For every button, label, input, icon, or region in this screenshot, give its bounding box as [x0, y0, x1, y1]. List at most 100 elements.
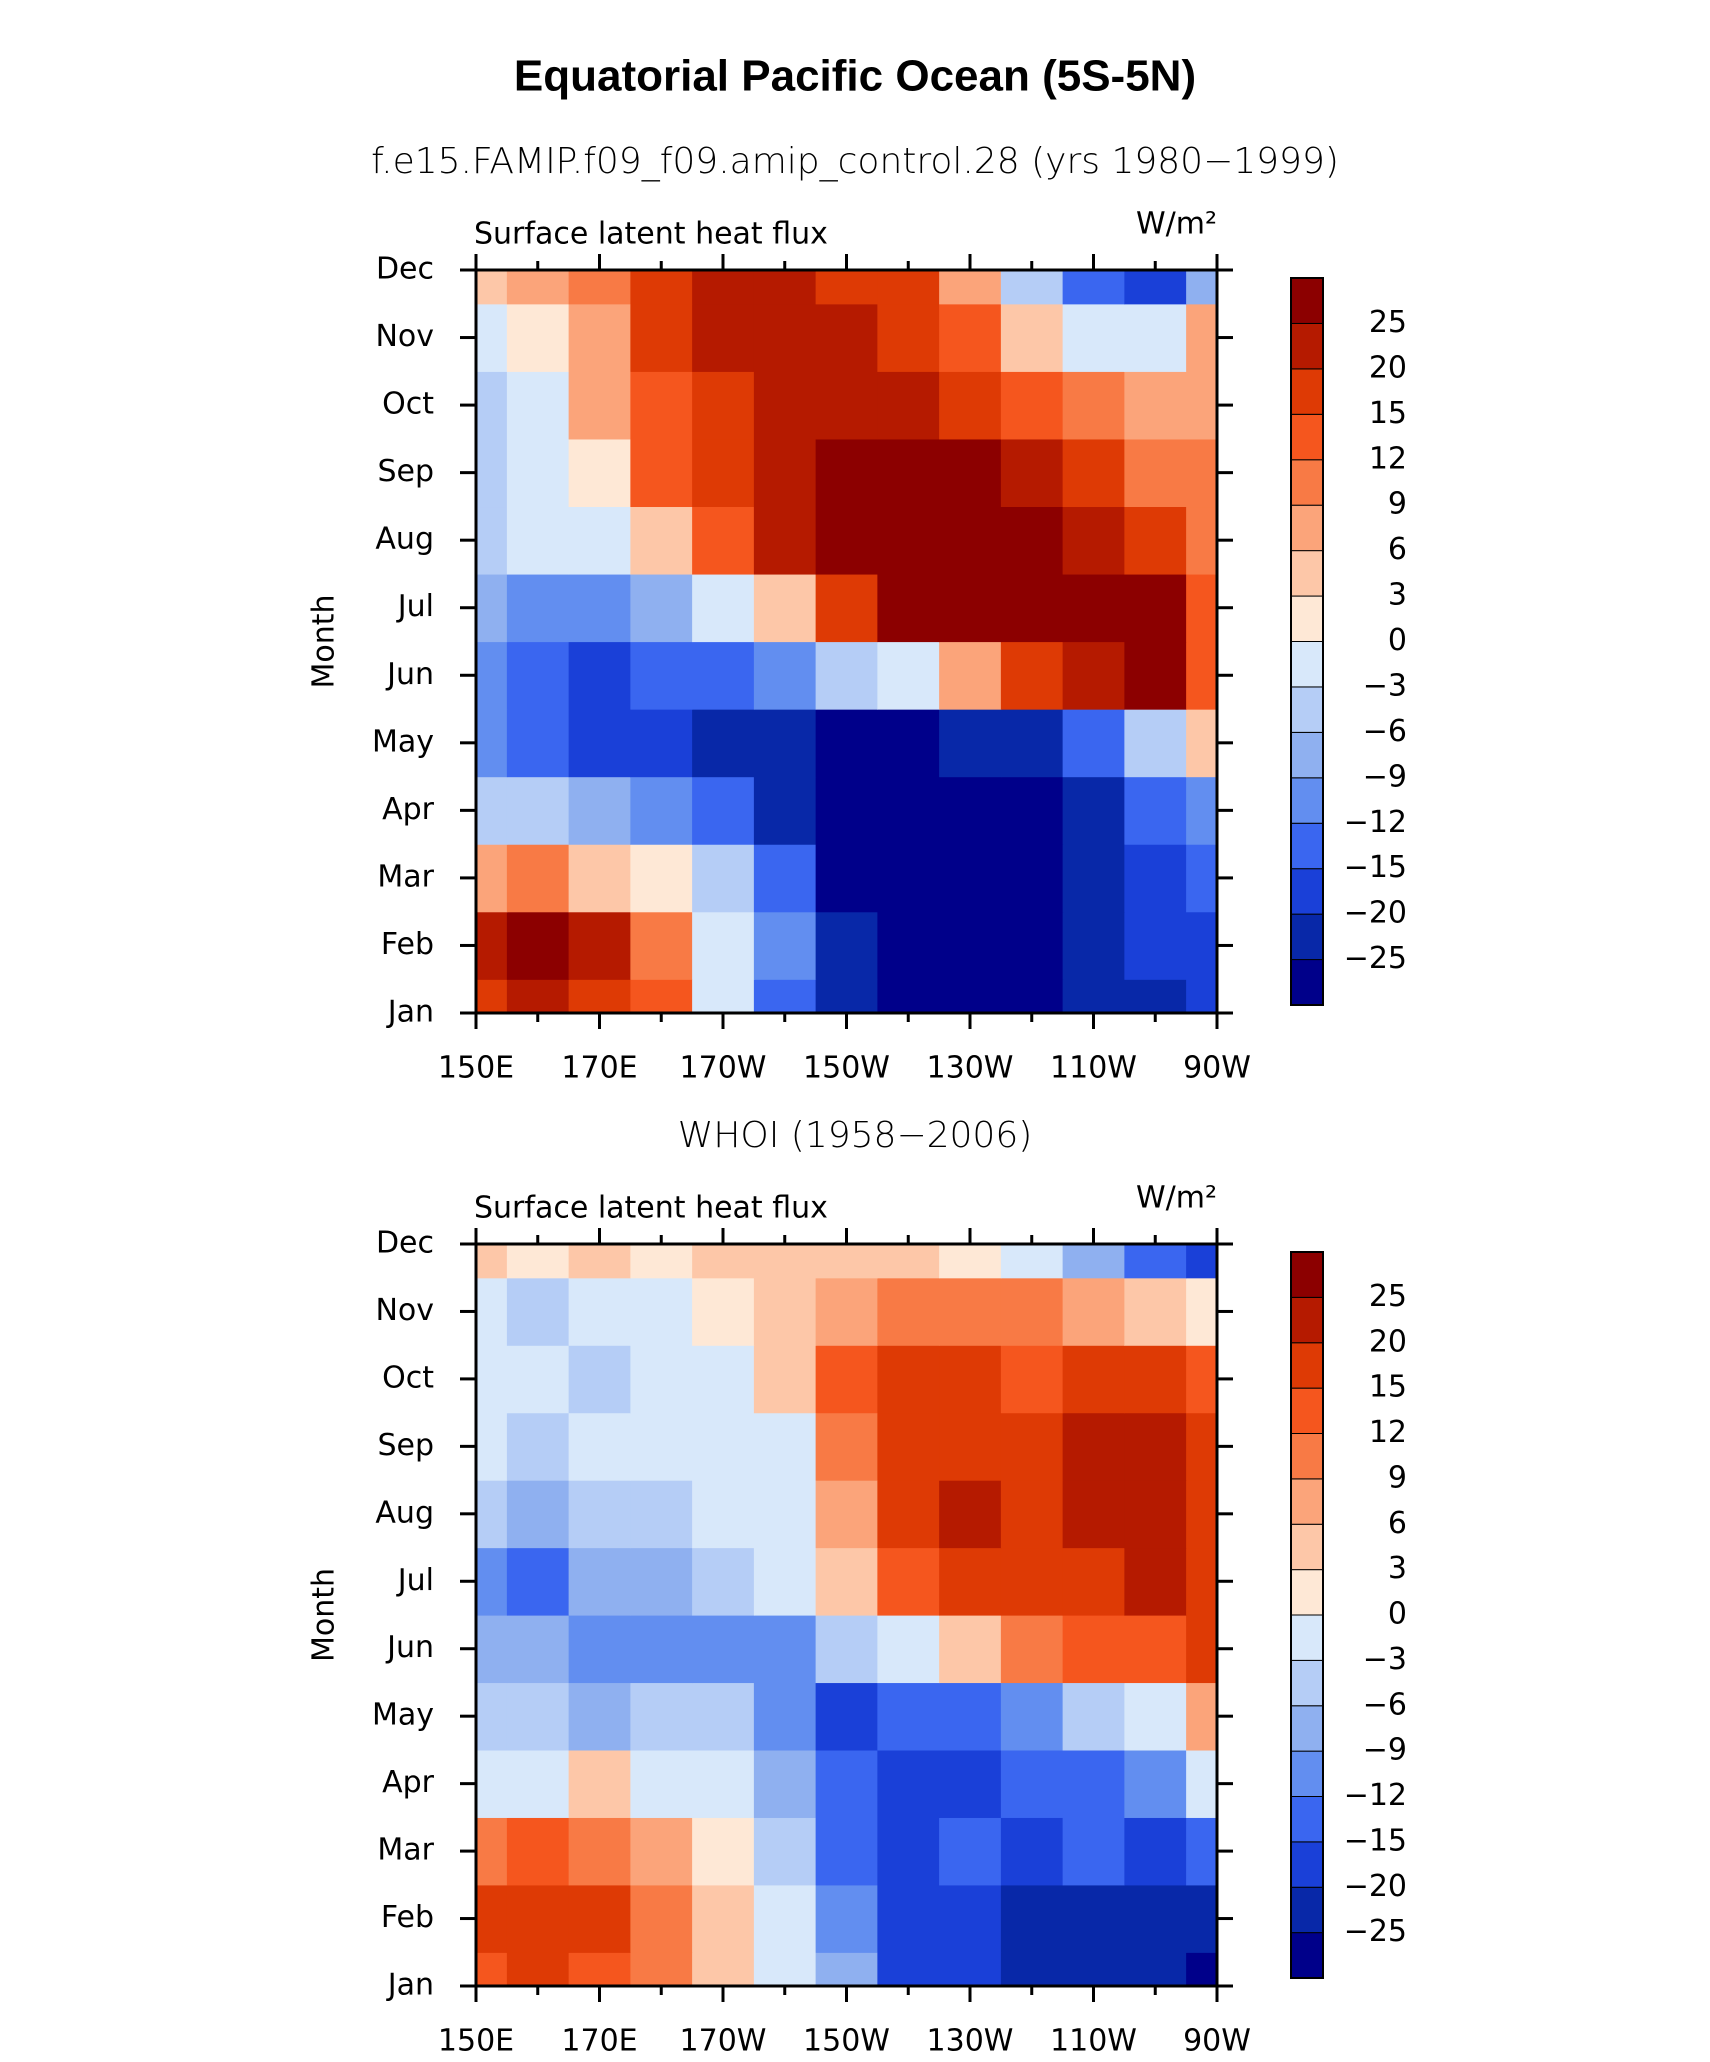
x-tick-label: 110W: [1050, 2024, 1137, 2059]
cell: [1000, 371, 1064, 440]
cell: [506, 1884, 570, 1953]
cell: [753, 1345, 817, 1414]
cell: [877, 270, 940, 305]
cell: [1186, 1615, 1218, 1684]
cell: [753, 1952, 817, 1987]
colorbar-label: 20: [1369, 1324, 1407, 1359]
cell: [1062, 1749, 1125, 1818]
x-tick-label: 170W: [680, 1051, 767, 1086]
cell: [1124, 1345, 1187, 1414]
cell: [506, 303, 570, 372]
cell: [1186, 1749, 1218, 1818]
cell: [815, 1480, 878, 1549]
colorbar-label: −12: [1344, 805, 1407, 840]
cell: [1000, 844, 1064, 913]
cell: [692, 641, 755, 710]
cell: [877, 1749, 940, 1818]
colorbar-label: 6: [1388, 532, 1407, 567]
colorbar-label: 15: [1369, 1370, 1407, 1405]
cell: [815, 911, 878, 980]
cell: [877, 1277, 940, 1346]
cell: [939, 1480, 1002, 1549]
cell: [692, 1345, 755, 1414]
cell: [1124, 979, 1187, 1014]
cell: [506, 1244, 570, 1279]
cell: [506, 1277, 570, 1346]
cell: [630, 506, 693, 575]
colorbar-box: [1290, 822, 1324, 870]
colorbar-box: [1290, 1251, 1324, 1298]
cell: [815, 1277, 878, 1346]
cell: [1062, 1277, 1125, 1346]
y-tick-label: Mar: [377, 1833, 434, 1868]
cell: [1000, 1952, 1064, 1987]
cell: [815, 438, 878, 508]
cell: [1062, 270, 1125, 305]
cell: [630, 1952, 693, 1987]
cell: [692, 371, 755, 440]
colorbar-label: 12: [1369, 441, 1407, 476]
cell: [877, 776, 940, 845]
colorbar-label: 3: [1388, 578, 1407, 613]
cell: [476, 1615, 508, 1684]
cell: [1124, 1615, 1187, 1684]
chart-title: WHOI (1958−2006): [678, 1115, 1033, 1156]
cell: [815, 641, 878, 710]
colorbar-box: [1290, 1478, 1324, 1525]
cell: [1000, 979, 1064, 1014]
cell: [476, 1480, 508, 1549]
cell: [1062, 1682, 1125, 1751]
cell: [692, 844, 755, 913]
cell: [476, 1547, 508, 1616]
cell: [506, 1817, 570, 1886]
cell: [692, 979, 755, 1014]
cell: [630, 270, 693, 305]
colorbar-label: 15: [1369, 396, 1407, 431]
cell: [877, 1547, 940, 1616]
cell: [1000, 573, 1064, 643]
cell: [630, 844, 693, 913]
cell: [939, 641, 1002, 710]
cell: [476, 1682, 508, 1751]
cell: [815, 303, 878, 372]
cell: [815, 506, 878, 575]
colorbar-box: [1290, 913, 1324, 961]
colorbar-box: [1290, 550, 1324, 597]
cell: [692, 911, 755, 980]
cell: [939, 1817, 1002, 1886]
colorbar-box: [1290, 1659, 1324, 1707]
y-tick-label: Nov: [375, 319, 434, 354]
cell: [1124, 1412, 1187, 1481]
colorbar-box: [1290, 686, 1324, 733]
cell: [692, 1412, 755, 1481]
colorbar-box: [1290, 1705, 1324, 1752]
cell: [1186, 1547, 1218, 1616]
cell: [815, 1952, 878, 1987]
cell: [476, 709, 508, 778]
cell: [506, 573, 570, 643]
cell: [506, 1480, 570, 1549]
cell: [753, 1884, 817, 1953]
cell: [692, 1244, 755, 1279]
cell: [1124, 438, 1187, 508]
cell: [1000, 1615, 1064, 1684]
y-axis-label: Month: [307, 1568, 342, 1662]
colorbar-box: [1290, 1387, 1324, 1434]
cell: [1186, 1412, 1218, 1481]
cell: [877, 709, 940, 778]
cell: [815, 1749, 878, 1818]
cell: [753, 641, 817, 710]
cell: [815, 1412, 878, 1481]
cell: [753, 776, 817, 845]
cell: [939, 709, 1002, 778]
colorbar-box: [1290, 277, 1324, 324]
colorbar-label: 9: [1388, 487, 1407, 522]
cell: [476, 641, 508, 710]
cell: [1124, 371, 1187, 440]
cell: [568, 979, 631, 1014]
cell: [506, 641, 570, 710]
cell: [939, 776, 1002, 845]
cell: [1186, 1480, 1218, 1549]
cell: [877, 573, 940, 643]
cell: [753, 1749, 817, 1818]
